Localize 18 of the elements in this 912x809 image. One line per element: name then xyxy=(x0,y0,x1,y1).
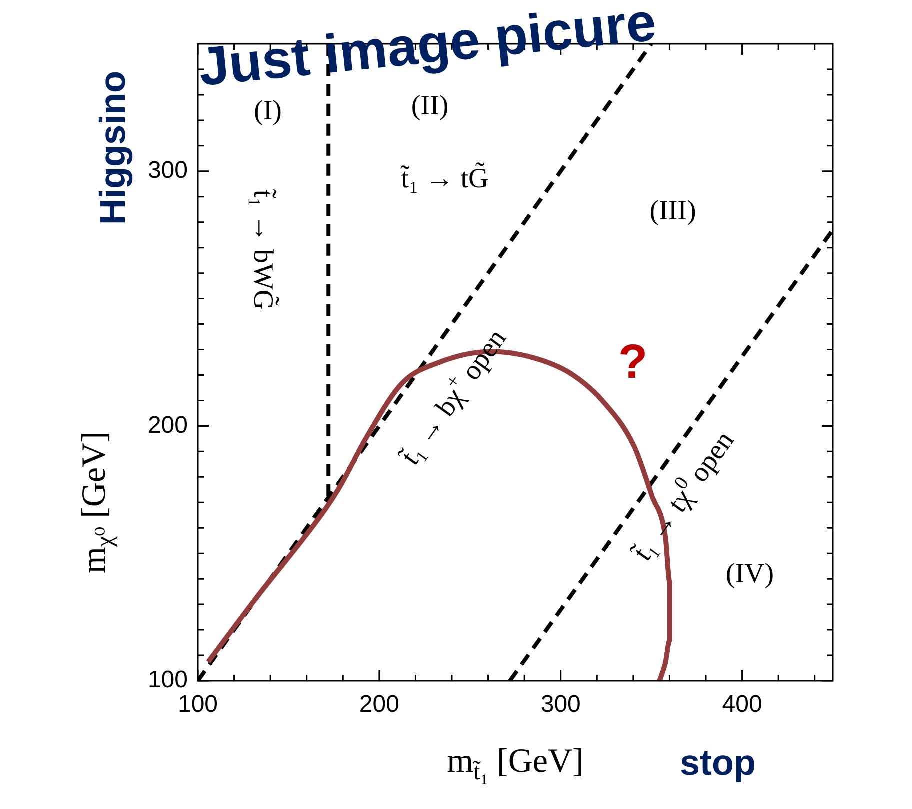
annotation: ? xyxy=(618,336,648,390)
y-tick-label: 100 xyxy=(148,666,188,694)
y-tick-label: 200 xyxy=(148,412,188,439)
annotation: (III) xyxy=(650,195,696,226)
text: stop xyxy=(680,742,756,783)
annotation: t̃₁ → bWG̃ xyxy=(248,189,280,310)
annotation: t̃₁ → bχ+ open xyxy=(394,324,513,472)
x-tick-label: 300 xyxy=(540,691,581,718)
annotation: t̃₁ → tG̃ xyxy=(400,162,489,194)
text: Higgsino xyxy=(92,71,133,225)
annotation: (II) xyxy=(411,90,449,122)
x-tick-label: 400 xyxy=(722,691,762,718)
y-axis-title: mχ⁰ [GeV] xyxy=(76,432,118,574)
annotation: (I) xyxy=(254,95,282,126)
y-tick-label: 300 xyxy=(148,157,188,184)
x-tick-label: 100 xyxy=(178,691,218,718)
x-tick-label: 200 xyxy=(359,691,400,718)
annotation: (IV) xyxy=(726,558,774,590)
